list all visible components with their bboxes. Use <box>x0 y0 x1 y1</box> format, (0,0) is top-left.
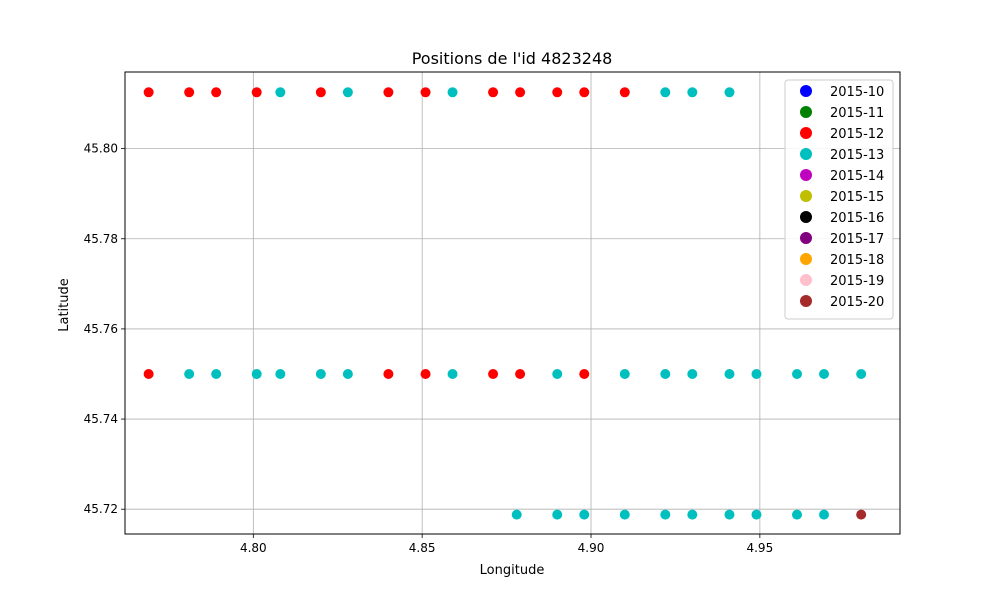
x-axis-label: Longitude <box>480 563 545 578</box>
data-point <box>724 87 735 98</box>
data-point <box>819 509 830 520</box>
data-point <box>619 368 630 379</box>
data-point <box>488 87 499 98</box>
data-point <box>619 509 630 520</box>
legend-label: 2015-12 <box>830 127 884 142</box>
data-point <box>275 87 286 98</box>
data-point <box>751 509 762 520</box>
y-axis-ticks: 45.72 45.74 45.76 45.78 45.80 <box>84 142 125 516</box>
legend-marker <box>800 295 812 307</box>
data-point <box>660 87 671 98</box>
x-axis-ticks: 4.80 4.85 4.90 4.95 <box>240 534 773 555</box>
data-point <box>511 509 522 520</box>
data-point <box>251 87 262 98</box>
data-point <box>342 87 353 98</box>
legend-marker <box>800 190 812 202</box>
data-point <box>143 368 154 379</box>
legend-marker <box>800 253 812 265</box>
data-point <box>315 368 326 379</box>
data-point <box>660 368 671 379</box>
data-point <box>552 509 563 520</box>
y-axis-label: Latitude <box>57 278 72 332</box>
data-point <box>819 368 830 379</box>
data-point <box>251 368 262 379</box>
legend-label: 2015-13 <box>830 148 884 163</box>
data-point <box>687 368 698 379</box>
y-tick-label: 45.74 <box>84 412 118 426</box>
data-point <box>211 368 222 379</box>
legend: 2015-10 2015-11 2015-12 2015-13 2015-14 2015-… <box>784 79 894 320</box>
legend-label: 2015-11 <box>830 106 884 121</box>
data-point <box>687 509 698 520</box>
data-point <box>619 87 630 98</box>
data-point <box>184 368 195 379</box>
legend-marker <box>800 148 812 160</box>
y-tick-label: 45.78 <box>84 232 118 246</box>
data-point <box>552 87 563 98</box>
data-point <box>579 509 590 520</box>
plot-frame <box>124 71 901 535</box>
x-tick-label: 4.85 <box>409 541 436 555</box>
data-point <box>447 87 458 98</box>
legend-label: 2015-10 <box>830 85 884 100</box>
legend-label: 2015-14 <box>830 169 884 184</box>
data-point <box>579 87 590 98</box>
data-point <box>515 87 526 98</box>
data-point <box>143 87 154 98</box>
data-point <box>275 368 286 379</box>
legend-label: 2015-18 <box>830 253 884 268</box>
legend-marker <box>800 232 812 244</box>
x-tick-label: 4.95 <box>746 541 773 555</box>
data-point <box>724 368 735 379</box>
data-points <box>143 87 867 520</box>
legend-marker <box>800 211 812 223</box>
legend-marker <box>800 85 812 97</box>
data-point <box>552 368 563 379</box>
legend-marker <box>800 106 812 118</box>
data-point <box>383 87 394 98</box>
x-tick-label: 4.90 <box>578 541 605 555</box>
legend-marker <box>800 274 812 286</box>
legend-label: 2015-17 <box>830 232 884 247</box>
data-point <box>660 509 671 520</box>
data-point <box>856 509 867 520</box>
grid-lines <box>125 72 900 534</box>
legend-label: 2015-15 <box>830 190 884 205</box>
data-point <box>792 509 803 520</box>
data-point <box>342 368 353 379</box>
y-tick-label: 45.76 <box>84 322 118 336</box>
data-point <box>383 368 394 379</box>
y-tick-label: 45.72 <box>84 502 118 516</box>
legend-marker <box>800 127 812 139</box>
data-point <box>687 87 698 98</box>
y-tick-label: 45.80 <box>84 142 118 156</box>
data-point <box>579 368 590 379</box>
data-point <box>420 87 431 98</box>
data-point <box>724 509 735 520</box>
legend-label: 2015-16 <box>830 211 884 226</box>
legend-label: 2015-19 <box>830 274 884 289</box>
data-point <box>420 368 431 379</box>
data-point <box>856 368 867 379</box>
legend-label: 2015-20 <box>830 295 884 310</box>
data-point <box>515 368 526 379</box>
data-point <box>447 368 458 379</box>
legend-marker <box>800 169 812 181</box>
data-point <box>211 87 222 98</box>
x-tick-label: 4.80 <box>240 541 267 555</box>
legend-box <box>784 79 894 320</box>
data-point <box>315 87 326 98</box>
chart-title: Positions de l'id 4823248 <box>412 49 613 68</box>
data-point <box>488 368 499 379</box>
data-point <box>184 87 195 98</box>
data-point <box>792 368 803 379</box>
data-point <box>751 368 762 379</box>
